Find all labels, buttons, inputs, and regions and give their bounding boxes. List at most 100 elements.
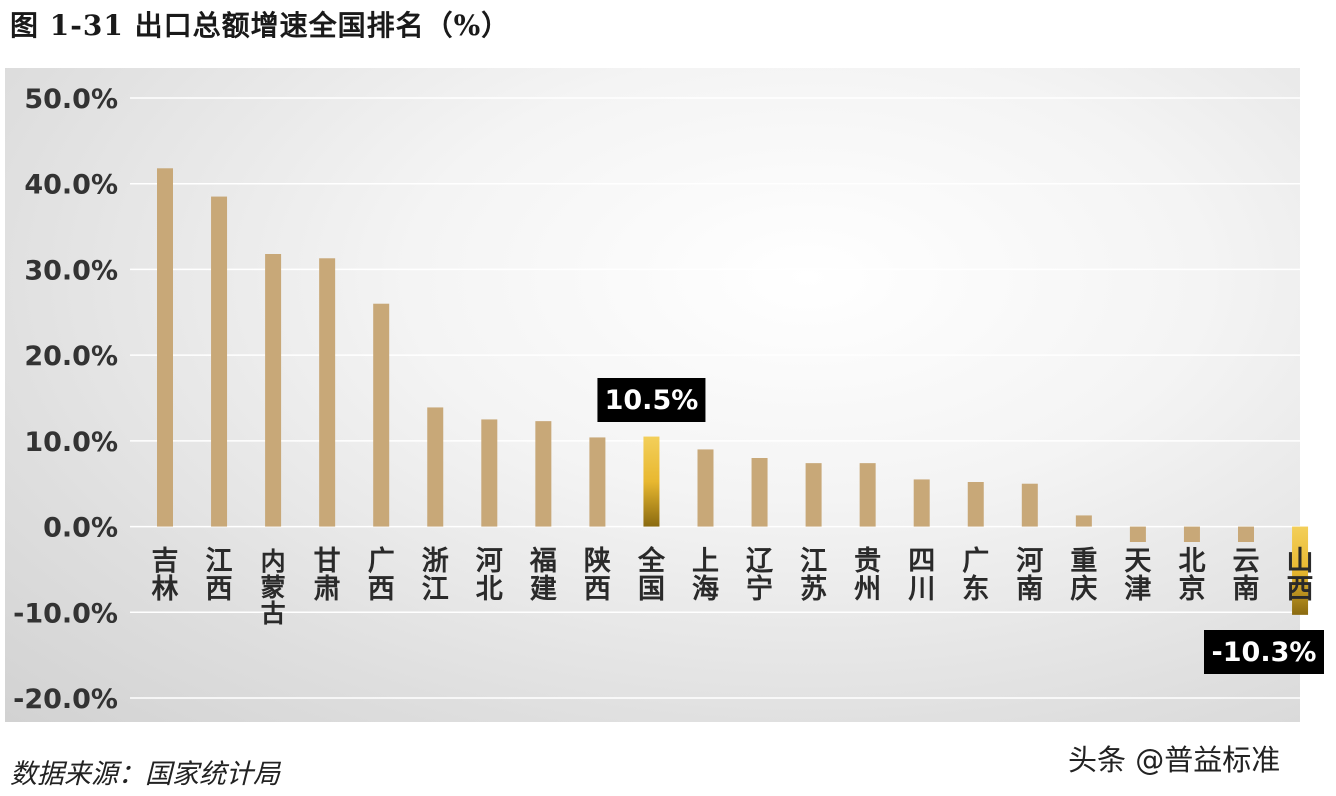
bar-四川: [913, 479, 930, 527]
x-tick-char: 河: [476, 546, 503, 577]
x-tick-char: 浙: [422, 546, 449, 577]
watermark: 头条 @普益标准: [1068, 743, 1281, 777]
data-label-全国: 10.5%: [597, 378, 706, 422]
x-tick-char: 西: [1287, 574, 1314, 605]
data-source: 数据来源：国家统计局: [10, 759, 280, 790]
x-tick-label: 河北: [476, 546, 503, 605]
x-tick-char: 陕: [584, 546, 611, 577]
x-tick-label: 全国: [637, 545, 666, 605]
bar-内蒙古: [265, 254, 282, 527]
data-label-box: [597, 378, 706, 422]
chart-title: 图 1-31 出口总额增速全国排名（%）: [10, 9, 511, 42]
y-tick-label: 10.0%: [24, 427, 118, 458]
x-tick-char: 南: [1016, 574, 1043, 605]
x-tick-label: 云南: [1233, 546, 1260, 605]
x-tick-char: 内: [261, 547, 286, 576]
x-tick-char: 江: [422, 574, 449, 605]
bar-河北: [481, 419, 498, 527]
x-tick-char: 建: [530, 574, 557, 605]
bar-上海: [697, 449, 714, 527]
y-tick-label: 50.0%: [24, 84, 118, 115]
data-label-box: [1204, 630, 1324, 674]
x-tick-char: 山: [1287, 546, 1314, 577]
x-tick-char: 北: [476, 574, 503, 605]
x-tick-label: 江苏: [800, 546, 827, 605]
x-tick-label: 重庆: [1070, 546, 1097, 605]
x-tick-char: 广: [368, 546, 395, 577]
bar-辽宁: [751, 458, 768, 527]
bar-广西: [373, 303, 390, 527]
data-label-text: -10.3%: [1212, 637, 1317, 668]
x-tick-char: 吉: [152, 546, 179, 577]
x-tick-label: 上海: [692, 546, 719, 605]
x-tick-char: 古: [261, 599, 286, 628]
bar-贵州: [859, 463, 876, 527]
x-tick-char: 南: [1233, 574, 1260, 605]
x-tick-label: 浙江: [422, 546, 449, 605]
x-tick-char: 东: [962, 573, 989, 605]
x-tick-char: 天: [1124, 546, 1151, 577]
x-tick-char: 江: [206, 546, 233, 577]
x-tick-char: 肃: [314, 574, 341, 605]
x-tick-char: 云: [1233, 546, 1260, 577]
x-tick-label: 广东: [962, 546, 989, 605]
y-tick-label: 0.0%: [43, 513, 118, 544]
x-tick-label: 吉林: [152, 546, 179, 605]
x-tick-char: 广: [962, 546, 989, 577]
x-tick-label: 广西: [368, 546, 395, 605]
x-tick-char: 甘: [314, 546, 341, 577]
x-tick-char: 江: [800, 546, 827, 577]
bar-江苏: [805, 463, 822, 527]
data-label-text: 10.5%: [605, 385, 699, 416]
x-tick-char: 上: [692, 546, 719, 577]
x-tick-label: 河南: [1016, 546, 1043, 605]
x-tick-label: 内蒙古: [261, 547, 286, 628]
data-label-山西: -10.3%: [1204, 630, 1324, 674]
x-tick-char: 海: [692, 574, 719, 605]
x-tick-label: 天津: [1124, 546, 1151, 605]
y-tick-label: 30.0%: [24, 255, 118, 286]
x-tick-char: 蒙: [261, 573, 286, 602]
x-tick-label: 福建: [529, 546, 557, 605]
x-tick-char: 州: [854, 574, 881, 605]
y-tick-label: -10.0%: [13, 598, 118, 629]
bar-福建: [535, 421, 552, 527]
x-tick-char: 全: [637, 545, 666, 577]
bar-江西: [211, 196, 228, 527]
x-tick-char: 辽: [746, 546, 773, 577]
bar-吉林: [157, 168, 173, 527]
x-tick-char: 津: [1124, 574, 1151, 605]
bar-甘肃: [319, 258, 336, 527]
x-tick-char: 河: [1016, 546, 1043, 577]
x-tick-char: 苏: [800, 574, 827, 605]
bar-重庆: [1075, 515, 1092, 527]
x-tick-label: 陕西: [584, 546, 611, 605]
y-tick-label: -20.0%: [13, 684, 118, 715]
bar-河南: [1021, 483, 1038, 527]
x-tick-char: 西: [584, 574, 611, 605]
x-tick-char: 福: [529, 546, 557, 577]
x-tick-label: 辽宁: [746, 546, 773, 605]
x-tick-char: 贵: [854, 546, 881, 577]
x-tick-char: 北: [1178, 546, 1205, 577]
x-tick-label: 山西: [1287, 546, 1314, 605]
x-tick-char: 庆: [1070, 573, 1097, 605]
x-tick-char: 宁: [746, 573, 773, 605]
bar-广东: [967, 482, 984, 527]
x-tick-char: 西: [368, 574, 395, 605]
bar-山西: [1292, 526, 1309, 615]
x-tick-char: 国: [638, 574, 665, 605]
bar-陕西: [589, 437, 606, 527]
x-tick-char: 林: [152, 574, 179, 605]
x-tick-label: 江西: [206, 546, 233, 605]
y-tick-label: 20.0%: [24, 341, 118, 372]
x-tick-label: 北京: [1178, 546, 1205, 605]
x-tick-label: 甘肃: [314, 546, 341, 605]
x-tick-char: 四: [908, 546, 935, 577]
x-tick-char: 川: [908, 574, 935, 605]
x-tick-char: 重: [1070, 546, 1097, 577]
bar-全国: [643, 436, 660, 527]
x-tick-char: 京: [1178, 573, 1205, 605]
x-tick-label: 贵州: [854, 546, 881, 605]
